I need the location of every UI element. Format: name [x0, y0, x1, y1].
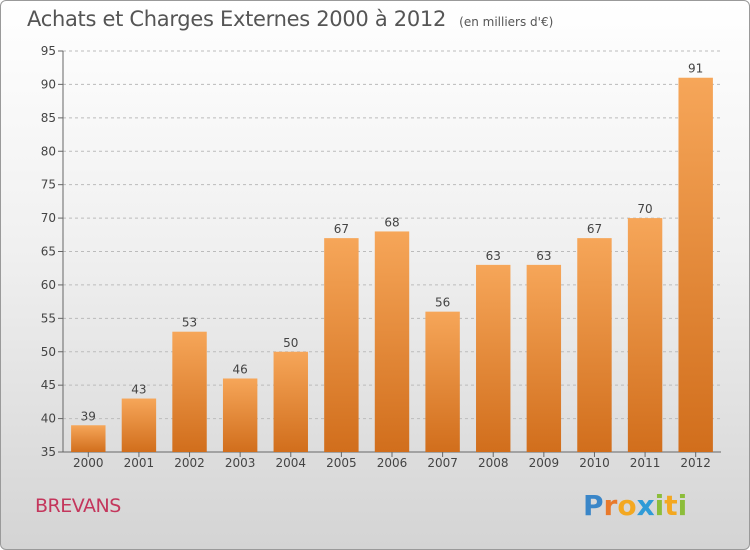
x-tick-label: 2000	[73, 456, 104, 470]
x-tick-label: 2004	[275, 456, 306, 470]
y-tick-label: 75	[41, 178, 56, 192]
chart-title: Achats et Charges Externes 2000 à 2012	[27, 7, 447, 31]
bar-2001	[121, 398, 157, 452]
x-tick-label: 2011	[630, 456, 661, 470]
y-tick-label: 85	[41, 111, 56, 125]
bar-2007	[425, 311, 460, 452]
data-label-2001: 43	[131, 383, 146, 397]
y-tick-label: 80	[41, 144, 56, 158]
chart-unit: (en milliers d'€)	[459, 15, 554, 29]
y-tick-label: 60	[41, 278, 56, 292]
bar-2009	[526, 264, 562, 452]
y-tick-label: 40	[41, 412, 56, 426]
bar-2011	[627, 218, 663, 452]
x-tick-label: 2007	[427, 456, 458, 470]
x-tick-label: 2006	[377, 456, 408, 470]
bar-2000	[71, 425, 106, 452]
data-label-2010: 67	[587, 222, 602, 236]
y-tick-label: 55	[41, 311, 56, 325]
y-tick-label: 90	[41, 77, 56, 91]
x-tick-label: 2001	[124, 456, 155, 470]
data-label-2012: 91	[688, 62, 703, 76]
bars	[71, 77, 713, 452]
x-tick-label: 2009	[529, 456, 560, 470]
data-label-2009: 63	[536, 249, 551, 263]
bar-2008	[476, 264, 511, 452]
data-labels: 39 43 53 46 50 67 68 56 63 63 67 70 91	[81, 62, 704, 424]
data-label-2005: 67	[334, 222, 349, 236]
commune-name: BREVANS	[35, 495, 121, 517]
data-label-2002: 53	[182, 316, 197, 330]
y-tick-label: 65	[41, 245, 56, 259]
bar-2002	[172, 331, 207, 452]
chart-header: Achats et Charges Externes 2000 à 2012 (…	[27, 7, 553, 31]
data-label-2008: 63	[486, 249, 501, 263]
data-label-2006: 68	[384, 215, 399, 229]
bar-2010	[577, 238, 612, 452]
x-tick-label: 2005	[326, 456, 357, 470]
y-tick-label: 35	[41, 445, 56, 459]
y-tick-label: 50	[41, 345, 56, 359]
data-label-2007: 56	[435, 296, 450, 310]
bar-2006	[374, 231, 410, 452]
data-label-2011: 70	[637, 202, 652, 216]
y-tick-label: 45	[41, 378, 56, 392]
axes: 35 40 45 50 55 60 65 70 75 80 85 90 95 2000 2001 2002 20…	[41, 44, 721, 470]
x-tick-label: 2008	[478, 456, 509, 470]
bar-2003	[222, 378, 258, 452]
x-tick-label: 2003	[225, 456, 256, 470]
data-label-2004: 50	[283, 336, 298, 350]
y-tick-label: 95	[41, 44, 56, 58]
x-tick-label: 2002	[174, 456, 205, 470]
bar-2012	[678, 77, 713, 452]
bar-2005	[324, 238, 359, 452]
data-label-2003: 46	[233, 362, 248, 376]
y-tick-label: 70	[41, 211, 56, 225]
proxiti-logo: Proxiti	[583, 489, 688, 522]
x-tick-label: 2012	[680, 456, 711, 470]
bar-2004	[273, 351, 308, 452]
data-label-2000: 39	[81, 409, 96, 423]
x-tick-label: 2010	[579, 456, 610, 470]
